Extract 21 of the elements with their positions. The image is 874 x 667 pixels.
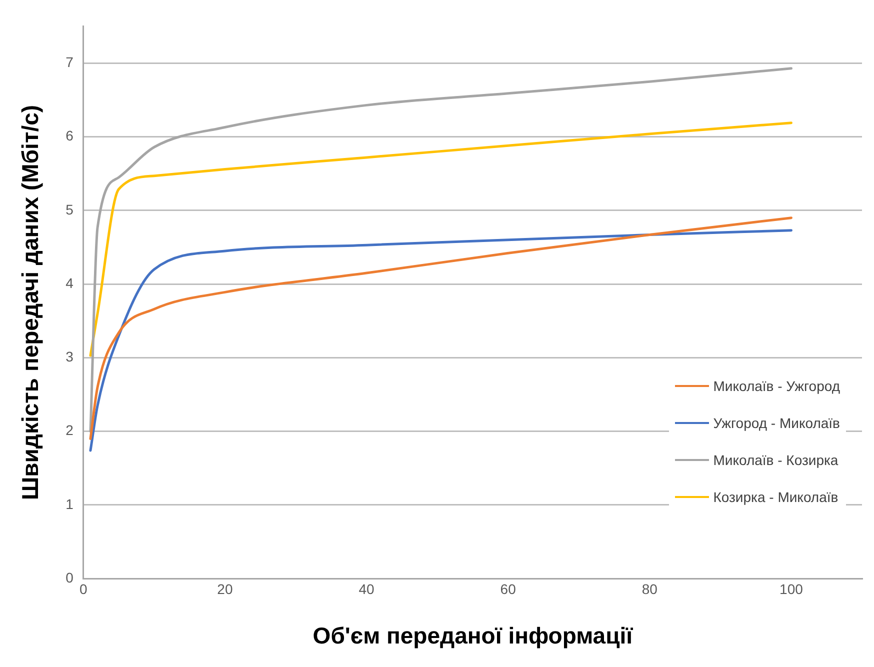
legend-label: Миколаїв - Ужгород: [713, 378, 840, 394]
y-tick-label: 7: [66, 54, 74, 70]
y-tick-label: 5: [66, 201, 74, 218]
x-tick-label: 20: [217, 580, 233, 597]
legend-label: Козирка - Миколаїв: [713, 488, 838, 504]
y-tick-label: 4: [66, 274, 74, 291]
legend-label: Миколаїв - Козирка: [713, 452, 838, 468]
x-tick-label: 80: [642, 580, 658, 597]
y-tick-label: 6: [66, 128, 74, 144]
y-tick-label: 2: [66, 422, 74, 438]
legend-label: Ужгород - Миколаїв: [713, 414, 840, 430]
y-tick-label: 3: [66, 348, 74, 365]
line-series: [89, 122, 792, 357]
x-tick-label: 100: [780, 580, 804, 597]
y-axis-title: Швидкість передачі даних (Мбіт/с): [17, 104, 44, 500]
x-tick-label: 40: [358, 580, 375, 597]
x-tick-label: 0: [79, 580, 88, 597]
x-tick-label: 60: [500, 580, 516, 597]
x-axis-title: Об'єм переданої інформації: [312, 622, 634, 649]
y-tick-label: 0: [66, 569, 74, 586]
y-tick-label: 1: [66, 496, 74, 512]
